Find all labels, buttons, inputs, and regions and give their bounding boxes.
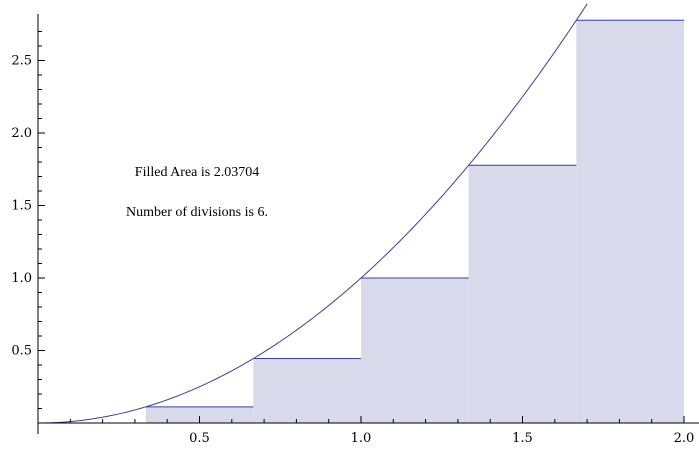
filled-area-annotation: Filled Area is 2.03704 <box>135 165 259 180</box>
y-tick-label: 0.5 <box>11 344 32 359</box>
y-tick-label: 1.0 <box>11 271 32 286</box>
x-tick-label: 1.0 <box>351 431 372 446</box>
divisions-annotation: Number of divisions is 6. <box>126 205 268 220</box>
function-curve <box>37 3 588 424</box>
riemann-rectangle-4 <box>361 278 469 423</box>
riemann-rectangle-2 <box>145 406 254 423</box>
x-tick-label: 0.5 <box>189 431 210 446</box>
x-tick-label: 1.5 <box>512 431 533 446</box>
y-tick-label: 2.5 <box>11 54 32 69</box>
y-tick-label: 2.0 <box>11 126 32 141</box>
rectangle-fills <box>145 20 684 424</box>
y-tick-label: 1.5 <box>11 199 32 214</box>
axes: 0.5 1.0 1.5 2.0 0.5 1.0 1.5 2.0 2.5 <box>11 14 699 446</box>
rectangle-tops <box>145 19 684 408</box>
riemann-rectangle-6 <box>576 20 684 424</box>
riemann-rectangle-5 <box>468 165 577 423</box>
x-tick-label: 2.0 <box>674 431 695 446</box>
riemann-rectangle-3 <box>253 358 361 423</box>
